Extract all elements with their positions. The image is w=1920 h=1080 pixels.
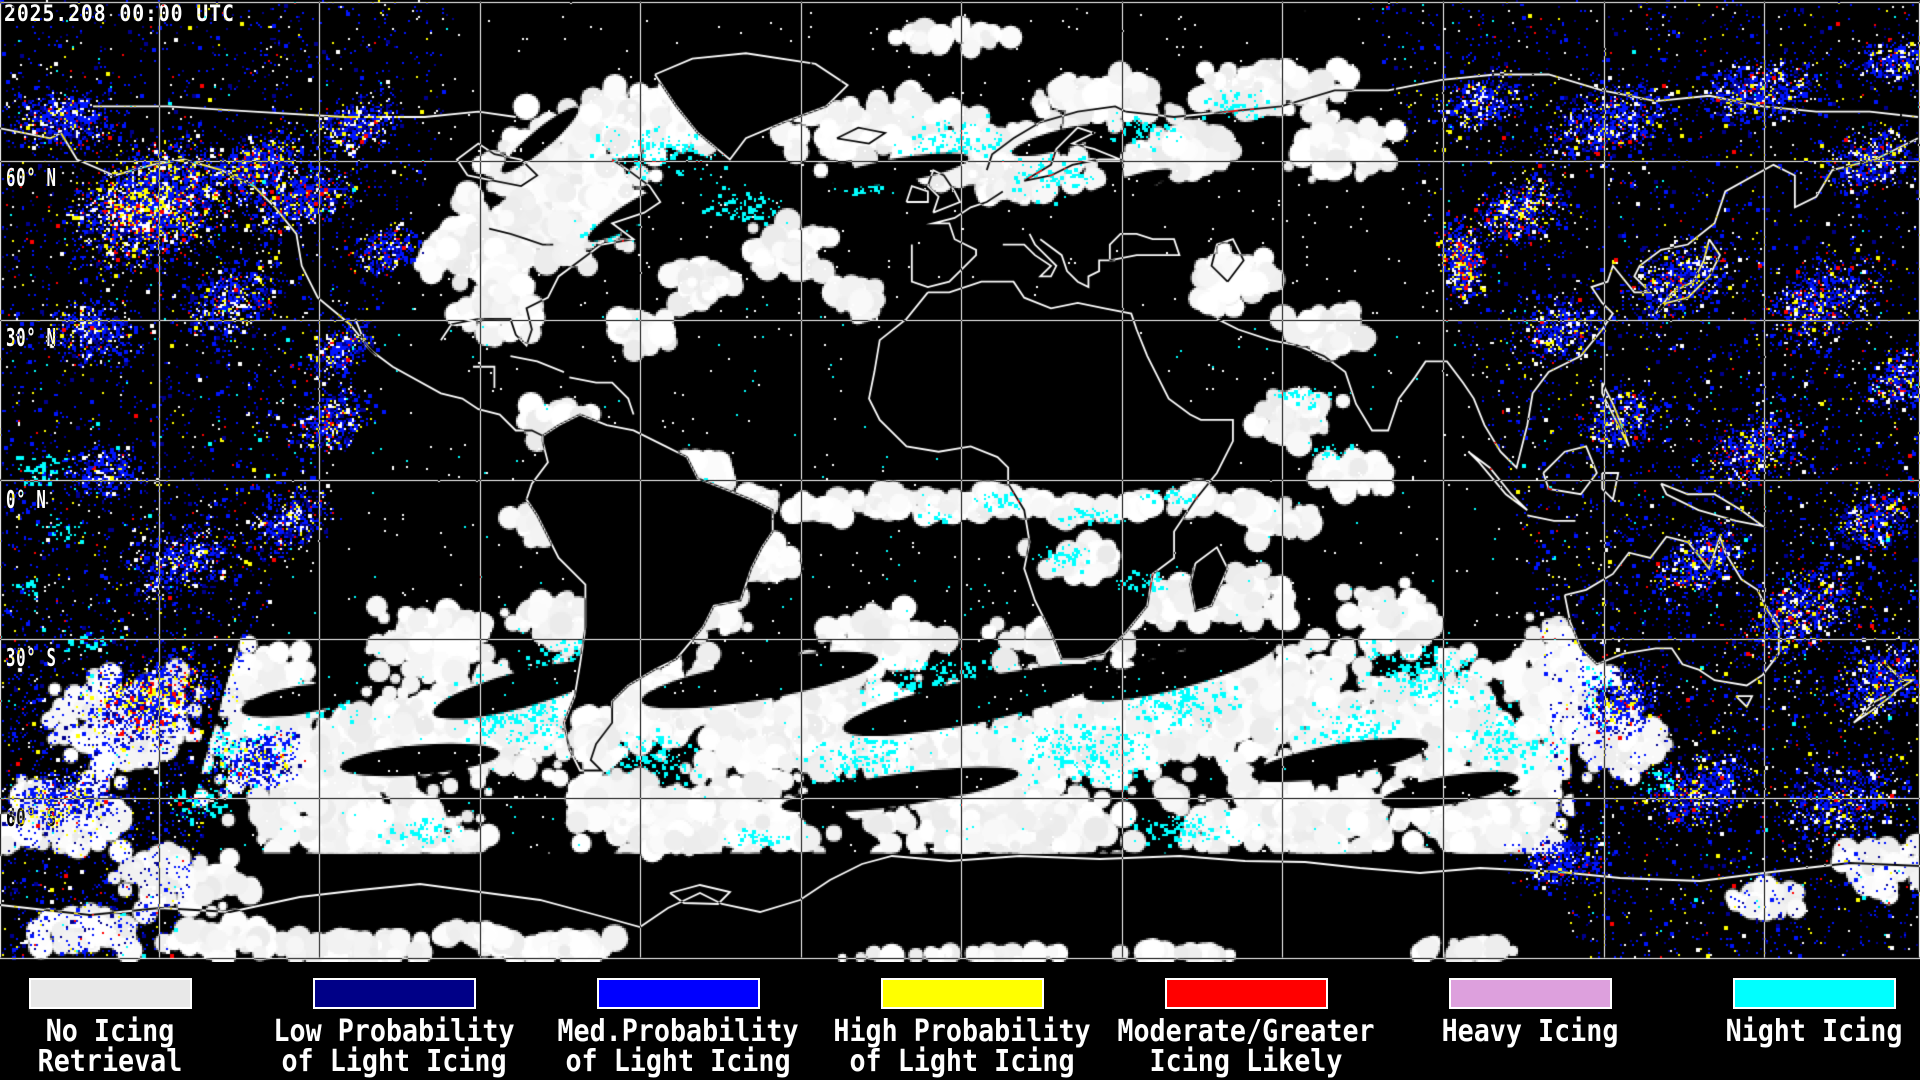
legend-label: High Probability: [833, 1014, 1091, 1049]
legend-label: Moderate/Greater: [1117, 1014, 1375, 1049]
legend-label: Night Icing: [1725, 1014, 1903, 1049]
timestamp: 2025.208 00:00 UTC: [4, 2, 235, 27]
legend-item-low-probability: Low Probability of Light Icing: [234, 978, 554, 1077]
world-icing-map: [0, 0, 1920, 962]
legend-label: No Icing: [45, 1014, 175, 1049]
legend-item-no-icing-retrieval: No Icing Retrieval: [0, 978, 270, 1077]
lat-label-30n: 30° N: [6, 323, 57, 352]
legend-label: of Light Icing: [281, 1044, 507, 1079]
legend-label: Low Probability: [273, 1014, 515, 1049]
legend-label: Med.Probability: [557, 1014, 799, 1049]
legend-item-heavy-icing: Heavy Icing: [1370, 978, 1690, 1047]
legend-item-med-probability: Med.Probability of Light Icing: [518, 978, 838, 1077]
legend-swatch-no-icing-retrieval: [28, 978, 192, 1009]
legend-label: of Light Icing: [565, 1044, 791, 1079]
legend-swatch-high-probability: [880, 978, 1044, 1009]
legend-swatch-moderate-greater: [1164, 978, 1328, 1009]
legend-swatch-med-probability: [596, 978, 760, 1009]
legend-item-moderate-greater: Moderate/Greater Icing Likely: [1086, 978, 1406, 1077]
lat-label-60n: 60° N: [6, 163, 57, 192]
legend-label: of Light Icing: [849, 1044, 1075, 1079]
legend-item-night-icing: Night Icing: [1654, 978, 1920, 1047]
legend: No Icing Retrieval Low Probability of Li…: [0, 962, 1920, 1080]
legend-item-high-probability: High Probability of Light Icing: [802, 978, 1122, 1077]
lat-label-60s: 60° S: [6, 803, 57, 832]
legend-label: Heavy Icing: [1441, 1014, 1619, 1049]
legend-swatch-heavy-icing: [1448, 978, 1612, 1009]
legend-swatch-low-probability: [312, 978, 476, 1009]
legend-label: Icing Likely: [1149, 1044, 1343, 1079]
lat-label-30s: 30° S: [6, 643, 57, 672]
lat-label-0n: 0° N: [6, 485, 47, 514]
legend-label: Retrieval: [37, 1044, 183, 1079]
legend-swatch-night-icing: [1732, 978, 1896, 1009]
